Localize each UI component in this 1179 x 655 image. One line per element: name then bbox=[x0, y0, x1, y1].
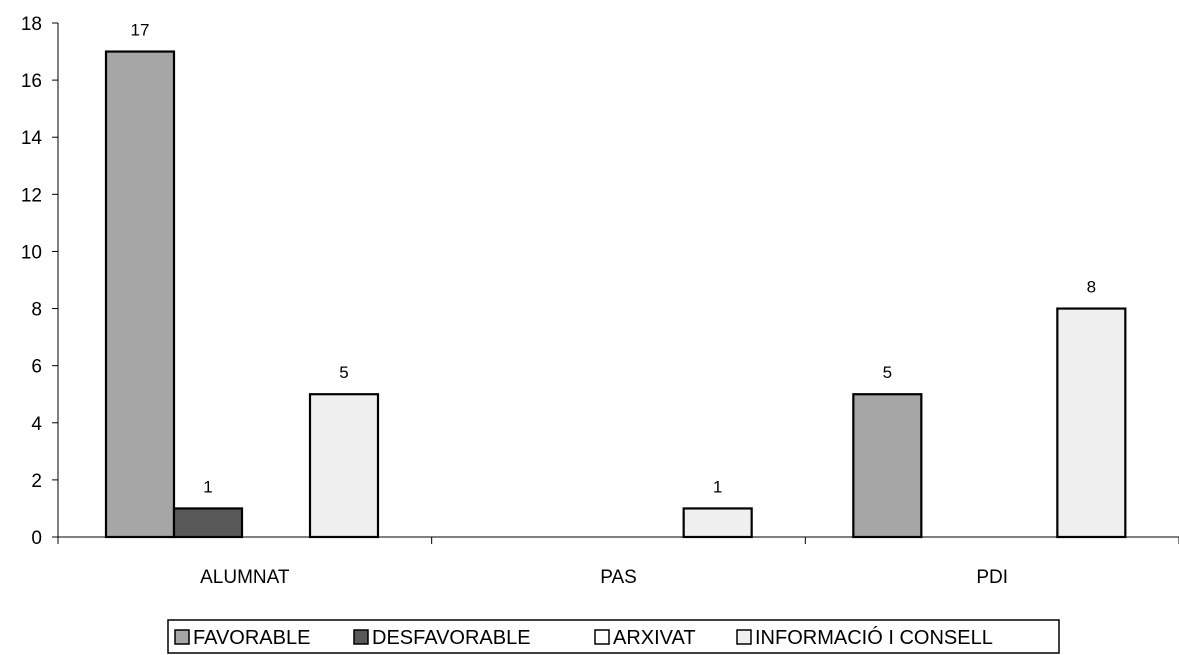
legend-label: ARXIVAT bbox=[613, 627, 696, 649]
data-labels: 17 1 5 1 5 8 bbox=[131, 21, 1097, 497]
y-tick-label: 18 bbox=[21, 14, 42, 35]
legend-swatch bbox=[594, 629, 610, 645]
bar-informaci-i-consell-pdi bbox=[1056, 307, 1127, 539]
legend-label: FAVORABLE bbox=[193, 627, 310, 649]
data-label: 5 bbox=[883, 363, 892, 382]
legend-box bbox=[167, 619, 1060, 654]
bar-informaci-i-consell-pas bbox=[682, 507, 753, 539]
x-category-label: PDI bbox=[976, 567, 1008, 588]
legend: FAVORABLE DESFAVORABLE ARXIVAT INFORMACIÓ I… bbox=[167, 619, 1060, 654]
y-tick-label: 10 bbox=[21, 242, 42, 263]
legend-swatch bbox=[174, 629, 190, 645]
legend-label: DESFAVORABLE bbox=[372, 627, 531, 649]
y-tick-label: 16 bbox=[21, 71, 42, 92]
data-label: 1 bbox=[713, 477, 722, 496]
x-category-label: ALUMNAT bbox=[200, 567, 290, 588]
legend-swatch bbox=[353, 629, 369, 645]
legend-label: INFORMACIÓ I CONSELL bbox=[755, 626, 993, 649]
y-tick-label: 12 bbox=[21, 185, 42, 206]
bars bbox=[104, 50, 1127, 539]
x-category-label: PAS bbox=[600, 567, 637, 588]
axes bbox=[57, 23, 1179, 544]
y-tick-label: 0 bbox=[31, 528, 42, 549]
bar-favorable-pdi bbox=[852, 393, 923, 539]
data-label: 17 bbox=[131, 21, 150, 40]
bar-desfavorable-alumnat bbox=[172, 507, 244, 539]
bar-favorable-alumnat bbox=[104, 50, 176, 539]
x-axis-categories: ALUMNAT PAS PDI bbox=[200, 567, 1008, 588]
data-label: 5 bbox=[339, 363, 348, 382]
bar-informaci-i-consell-alumnat bbox=[308, 393, 380, 539]
y-tick-label: 2 bbox=[31, 471, 42, 492]
y-tick-label: 4 bbox=[31, 414, 42, 435]
data-label: 8 bbox=[1087, 278, 1096, 297]
y-tick-label: 14 bbox=[21, 128, 43, 149]
legend-swatch bbox=[736, 629, 752, 645]
data-label: 1 bbox=[203, 477, 212, 496]
y-axis-ticks: 0 2 4 6 8 10 12 14 16 18 bbox=[21, 14, 58, 549]
y-tick-label: 6 bbox=[31, 357, 42, 378]
y-tick-label: 8 bbox=[31, 300, 42, 321]
